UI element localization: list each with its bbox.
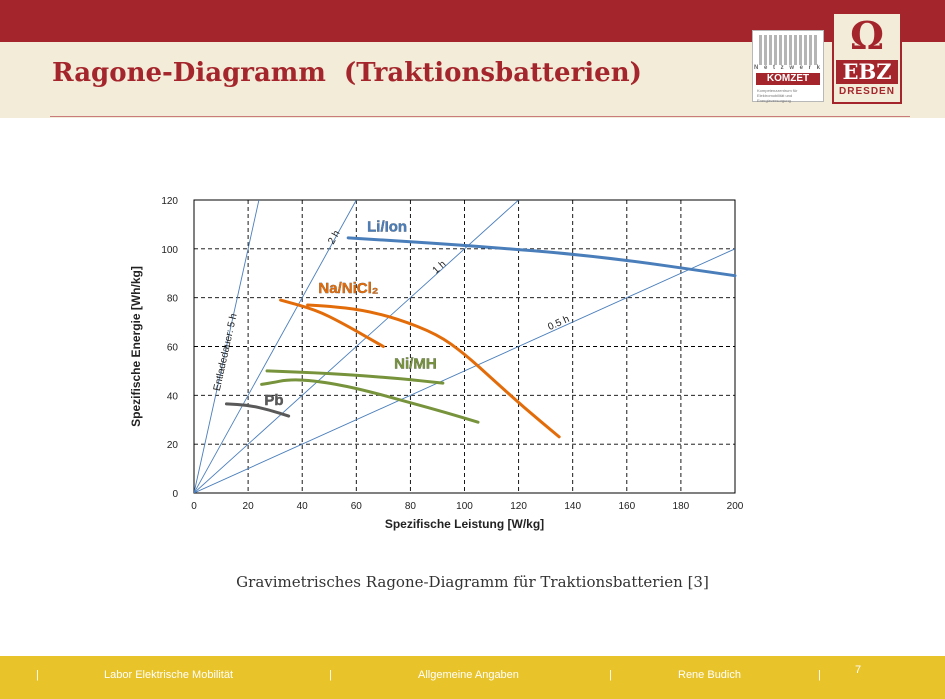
series-curve-pb [224,402,291,418]
x-tick-label: 20 [243,501,255,512]
x-tick-label: 120 [510,501,527,512]
x-tick-label: 80 [405,501,417,512]
series-label: Li/Ion [367,219,407,236]
y-tick-label: 0 [172,489,178,500]
x-axis-label: Spezifische Leistung [W/kg] [385,517,544,531]
x-tick-label: 100 [456,501,473,512]
ebz-city: DRESDEN [839,86,895,97]
y-tick-label: 40 [167,391,179,402]
y-tick-label: 120 [161,196,178,207]
series-label: Ni/MH [394,355,437,372]
x-tick-label: 140 [564,501,581,512]
series-curve-ni-mh [265,369,445,385]
duration-line-label: 1 h [431,259,449,276]
duration-line-label: Entladedauer: 5 h [212,313,240,392]
figure-caption: Gravimetrisches Ragone-Diagramm für Trak… [236,573,709,591]
y-axis-label: Spezifische Energie [Wh/kg] [129,266,143,427]
y-tick-label: 80 [167,294,179,305]
footer-separator: | [329,669,332,681]
title-divider [50,116,910,117]
x-tick-label: 40 [297,501,309,512]
footer-lab-name: Labor Elektrische Mobilität [104,669,234,681]
footer-separator: | [36,669,39,681]
duration-line [194,200,260,493]
ebz-name: EBZ [836,60,898,84]
footer-author: Rene Budich [678,669,741,681]
duration-line [194,200,519,493]
x-tick-label: 180 [673,501,690,512]
footer-separator: | [818,669,821,681]
duration-line [194,200,357,493]
y-tick-label: 20 [167,440,179,451]
footer-section: Allgemeine Angaben [418,669,519,681]
ragone-chart: 0 20 40 60 80 100 120 140 160 180 200 0 20 40 60 80 100 1… [120,190,760,550]
komzet-grid-icon [759,35,817,65]
ragone-chart-svg: 0 20 40 60 80 100 120 140 160 180 200 0 20 40 60 80 100 1… [129,196,744,531]
duration-line-label: 2 h [326,229,342,246]
x-tick-label: 160 [618,501,635,512]
komzet-name: KOMZET [756,73,820,85]
ebz-logo: Ω EBZ DRESDEN [832,12,902,104]
duration-line [194,248,735,493]
series-curve-ni-mh [260,378,480,424]
duration-line-label: 0.5 h [546,314,571,333]
page-number: 7 [855,664,862,676]
page-title: Ragone-Diagramm (Traktionsbatterien) [52,58,642,88]
series-label: Pb [264,392,283,409]
x-tick-label: 200 [727,501,744,512]
omega-icon: Ω [850,13,884,58]
footer-bar: | Labor Elektrische Mobilität | Allgemei… [0,656,945,699]
komzet-subtext: Kompetenzzentrum für Elektromobilität un… [757,88,798,103]
komzet-logo: N e t z w e r k KOMZET Kompetenzzentrum … [752,30,824,103]
komzet-network-text: N e t z w e r k [753,65,822,71]
x-tick-label: 0 [191,501,197,512]
x-tick-label: 60 [351,501,363,512]
y-tick-label: 100 [161,245,178,256]
y-tick-label: 60 [167,343,179,354]
series-curve-na-nicl- [306,303,561,439]
series-curve-li-ion [346,236,737,278]
series-curve-na-nicl- [279,298,385,348]
series-label: Na/NiCl₂ [318,280,378,297]
footer-separator: | [609,669,612,681]
